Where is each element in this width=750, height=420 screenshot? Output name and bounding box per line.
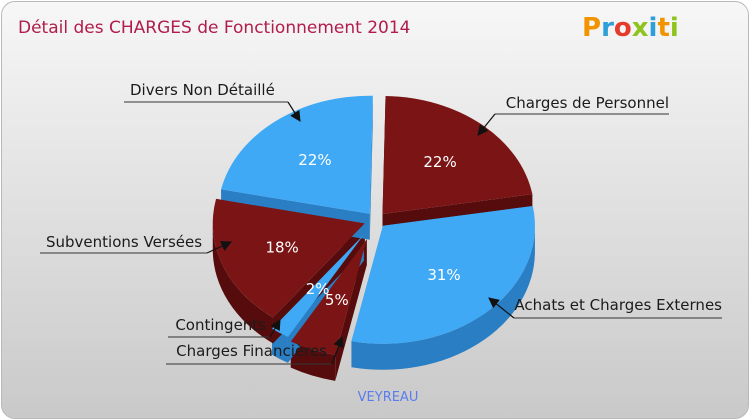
slice-side-achats-et-charges-externes (351, 225, 535, 370)
slice-percent-label: 31% (427, 266, 460, 284)
logo-letter: i (670, 13, 679, 43)
leader-arrow (269, 319, 281, 338)
slice-percent-label: 18% (265, 238, 298, 256)
pie-slices (212, 95, 535, 381)
logo-letter: r (601, 13, 614, 43)
category-label: Divers Non Détaillé (130, 81, 275, 99)
proxiti-logo: Proxiti (582, 13, 679, 43)
slice-side-subventions-vers-es (212, 223, 273, 344)
logo-letter: i (649, 13, 658, 43)
logo-letter: x (632, 13, 649, 43)
slice-divers-non-d-taill-[interactable] (221, 95, 373, 214)
slice-percent-label: 5% (325, 291, 349, 309)
slice-labels: 22% 31% 5%2% 18% 22% Charges de Personnel Acha… (40, 81, 722, 365)
leader-arrow (331, 335, 344, 365)
chart-title: Détail des CHARGES de Fonctionnement 201… (18, 18, 410, 38)
slice-charges-financi-res[interactable] (290, 239, 367, 355)
logo-letter: o (614, 13, 632, 43)
slice-percent-label: 22% (423, 153, 456, 171)
logo-letter: P (582, 13, 601, 43)
category-label: Contingents (175, 316, 266, 334)
leader-arrow (477, 113, 496, 136)
slice-charges-de-personnel[interactable] (382, 95, 533, 214)
slice-subventions-vers-es[interactable] (212, 198, 365, 318)
category-label: Charges Financières (176, 342, 327, 360)
category-label: Charges de Personnel (506, 94, 669, 112)
logo-letter: t (657, 13, 669, 43)
category-label: Subventions Versées (46, 233, 202, 251)
leader-arrow (488, 297, 515, 319)
slice-contingents[interactable] (272, 234, 364, 337)
category-label: Achats et Charges Externes (514, 296, 722, 314)
commune-name: VEYREAU (358, 390, 419, 405)
leader-arrow (206, 241, 232, 254)
slice-wall (369, 95, 373, 240)
leader-arrow (287, 101, 301, 122)
slice-percent-label: 22% (298, 151, 331, 169)
slice-achats-et-charges-externes[interactable] (351, 205, 535, 344)
slice-percent-label: 2% (306, 280, 330, 298)
